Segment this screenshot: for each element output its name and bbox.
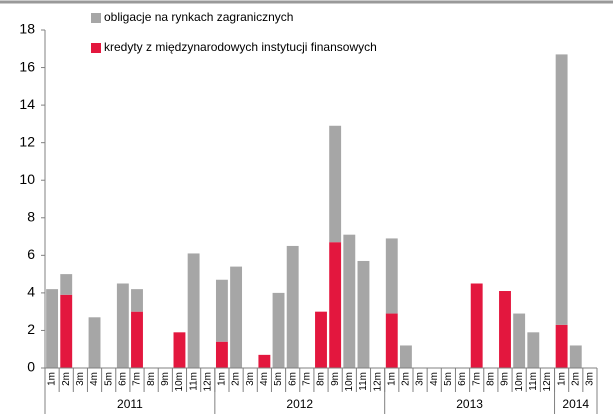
- x-tick-label: 2m: [401, 372, 412, 386]
- bar-segment: [527, 332, 540, 368]
- bar-segment: [215, 341, 228, 368]
- x-tick-label: 2m: [231, 372, 242, 386]
- x-tick-label: 7m: [301, 372, 312, 386]
- x-tick-label: 3m: [415, 372, 426, 386]
- y-tick-label: 2: [27, 321, 35, 337]
- bar-segment: [329, 242, 342, 368]
- bar-segment: [555, 54, 568, 325]
- x-tick-label: 9m: [160, 372, 171, 386]
- y-tick-label: 0: [27, 359, 35, 375]
- x-tick-label: 6m: [287, 372, 298, 386]
- x-tick-label: 3m: [245, 372, 256, 386]
- x-tick-label: 8m: [146, 372, 157, 386]
- x-tick-label: 4m: [89, 372, 100, 386]
- x-tick-label: 3m: [75, 372, 86, 386]
- x-tick-label: 5m: [103, 372, 114, 386]
- bar-segment: [60, 294, 73, 368]
- legend-label: obligacje na rynkach zagranicznych: [104, 10, 293, 24]
- y-tick-label: 16: [19, 58, 35, 74]
- x-tick-label: 9m: [500, 372, 511, 386]
- group-label: 2012: [286, 397, 313, 411]
- bar-segment: [60, 274, 73, 295]
- x-tick-label: 11m: [188, 372, 199, 391]
- y-tick-label: 6: [27, 246, 35, 262]
- x-tick-label: 1m: [217, 372, 228, 386]
- x-tick-label: 6m: [117, 372, 128, 386]
- bar-segment: [131, 289, 143, 312]
- group-label: 2011: [117, 397, 143, 411]
- y-tick-label: 18: [19, 21, 35, 37]
- x-tick-label: 3m: [585, 372, 596, 386]
- x-tick-label: 9m: [330, 372, 341, 386]
- group-label: 2014: [562, 397, 589, 411]
- x-tick-label: 10m: [174, 372, 185, 391]
- x-tick-label: 1m: [556, 372, 567, 386]
- bar-segment: [131, 311, 143, 368]
- x-tick-label: 8m: [485, 372, 496, 386]
- bar-segment: [116, 283, 129, 368]
- bar-segment: [499, 291, 511, 368]
- y-tick-label: 10: [19, 171, 35, 187]
- y-tick-label: 8: [27, 208, 35, 224]
- legend-label: kredyty z międzynarodowych instytucji fi…: [104, 40, 377, 54]
- y-tick-label: 12: [19, 133, 35, 149]
- x-tick-label: 5m: [443, 372, 454, 386]
- bar-segment: [513, 313, 526, 368]
- x-tick-label: 8m: [316, 372, 327, 386]
- bar-segment: [470, 283, 483, 368]
- legend-swatch: [91, 13, 101, 23]
- bar-segment: [258, 354, 271, 368]
- bar-segment: [569, 345, 582, 368]
- x-tick-label: 12m: [372, 372, 383, 391]
- x-tick-label: 12m: [542, 372, 553, 391]
- bar-segment: [385, 238, 398, 314]
- y-tick-label: 4: [27, 284, 35, 300]
- x-tick-label: 7m: [471, 372, 482, 386]
- legend-swatch: [91, 43, 101, 53]
- bar-segment: [88, 317, 101, 368]
- x-tick-label: 10m: [344, 372, 355, 391]
- bar-segment: [187, 253, 200, 368]
- bar-segment: [272, 292, 285, 368]
- x-tick-label: 4m: [259, 372, 270, 386]
- x-tick-label: 2m: [570, 372, 581, 386]
- bar-segment: [329, 125, 342, 243]
- bar-segment: [555, 324, 568, 368]
- bar-segment: [357, 260, 370, 368]
- group-label: 2013: [456, 397, 483, 411]
- bar-segment: [230, 266, 243, 368]
- bar-segment: [343, 234, 356, 368]
- x-tick-label: 6m: [457, 372, 468, 386]
- x-tick-label: 10m: [514, 372, 525, 391]
- bar-segment: [315, 311, 327, 368]
- bar-segment: [173, 332, 186, 368]
- bar-segment: [46, 289, 59, 368]
- x-tick-label: 1m: [47, 372, 58, 386]
- x-tick-label: 12m: [202, 372, 213, 391]
- bar-segment: [215, 279, 228, 342]
- x-tick-label: 1m: [386, 372, 397, 386]
- x-tick-label: 5m: [273, 372, 284, 386]
- x-tick-label: 2m: [61, 372, 72, 386]
- bar-segment: [286, 245, 299, 368]
- bar-segment: [385, 313, 398, 368]
- x-tick-label: 7m: [132, 372, 143, 386]
- x-tick-label: 11m: [358, 372, 369, 391]
- bar-segment: [399, 345, 412, 368]
- x-tick-label: 11m: [528, 372, 539, 391]
- y-tick-label: 14: [19, 96, 35, 112]
- x-tick-label: 4m: [429, 372, 440, 386]
